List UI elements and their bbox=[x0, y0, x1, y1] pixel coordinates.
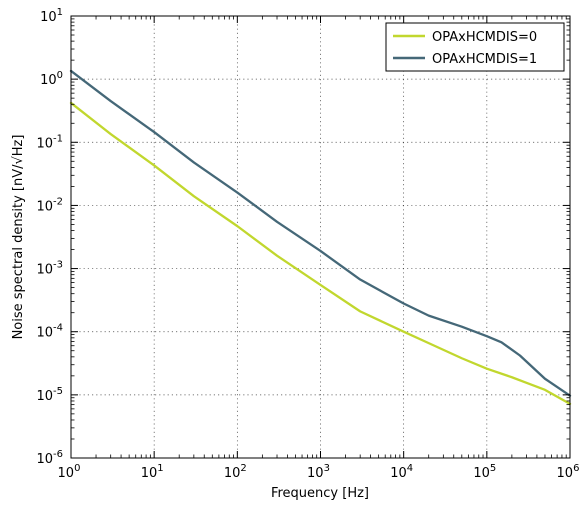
x-tick-label: 105 bbox=[473, 463, 496, 481]
tick-layer: 100 101 102 103 104 105 106 10-6 10-5 10-4 10-3 10-… bbox=[36, 7, 579, 481]
x-tick-label: 102 bbox=[224, 463, 247, 481]
grid-layer bbox=[71, 16, 570, 458]
plot-frame bbox=[70, 15, 571, 459]
x-tick-label: 103 bbox=[307, 463, 330, 481]
legend: OPAxHCMDIS=0 OPAxHCMDIS=1 bbox=[385, 22, 565, 72]
y-tick-label: 10-1 bbox=[36, 133, 63, 151]
legend-box bbox=[385, 22, 565, 72]
y-tick-label: 10-5 bbox=[36, 386, 63, 404]
series-line-opaxhcmdis-1 bbox=[69, 69, 572, 397]
x-axis-label: Frequency [Hz] bbox=[271, 486, 369, 501]
legend-label-opaxhcmdis-0: OPAxHCMDIS=0 bbox=[432, 30, 537, 45]
x-tick-label: 100 bbox=[58, 463, 81, 481]
y-tick-label: 10-6 bbox=[36, 449, 63, 467]
x-tick-label: 104 bbox=[390, 463, 413, 481]
legend-label-opaxhcmdis-1: OPAxHCMDIS=1 bbox=[432, 52, 537, 67]
y-axis-label: Noise spectral density [nV/√Hz] bbox=[11, 135, 26, 340]
y-tick-label: 10-4 bbox=[36, 323, 63, 341]
series-layer bbox=[69, 69, 572, 406]
y-tick-label: 100 bbox=[40, 70, 63, 88]
y-tick-label: 10-3 bbox=[36, 260, 63, 278]
y-tick-label: 101 bbox=[40, 7, 63, 25]
x-tick-label: 106 bbox=[557, 463, 580, 481]
x-tick-label: 101 bbox=[141, 463, 164, 481]
series-line-opaxhcmdis-0 bbox=[69, 101, 572, 406]
y-tick-label: 10-2 bbox=[36, 196, 63, 214]
